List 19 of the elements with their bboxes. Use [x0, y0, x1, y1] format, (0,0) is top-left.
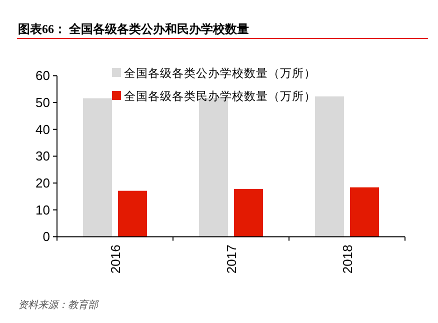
- y-tick-label: 30: [36, 148, 50, 164]
- bar: [350, 187, 379, 237]
- y-tick-label: 40: [36, 122, 50, 137]
- x-tick-label: 2016: [108, 244, 123, 274]
- legend-label: 全国各级各类公办学校数量（万所）: [124, 67, 316, 80]
- bar: [118, 190, 147, 237]
- text: 资料来源：教育部: [18, 299, 100, 311]
- bar: [234, 188, 263, 237]
- y-tick-label: 20: [36, 176, 50, 191]
- y-tick-label: 0: [42, 229, 50, 244]
- x-tick-label: 2017: [224, 244, 239, 274]
- y-tick-label: 10: [36, 202, 50, 218]
- legend-label: 全国各级各类民办学校数量（万所）: [124, 90, 316, 103]
- x-tick-label: 2018: [340, 244, 355, 274]
- y-tick-label: 50: [36, 95, 50, 110]
- bar: [83, 98, 112, 237]
- chart-title: 图表66： 全国各级各类公办和民办学校数量: [18, 22, 249, 36]
- y-tick-label: 60: [36, 68, 50, 84]
- bar: [315, 96, 344, 237]
